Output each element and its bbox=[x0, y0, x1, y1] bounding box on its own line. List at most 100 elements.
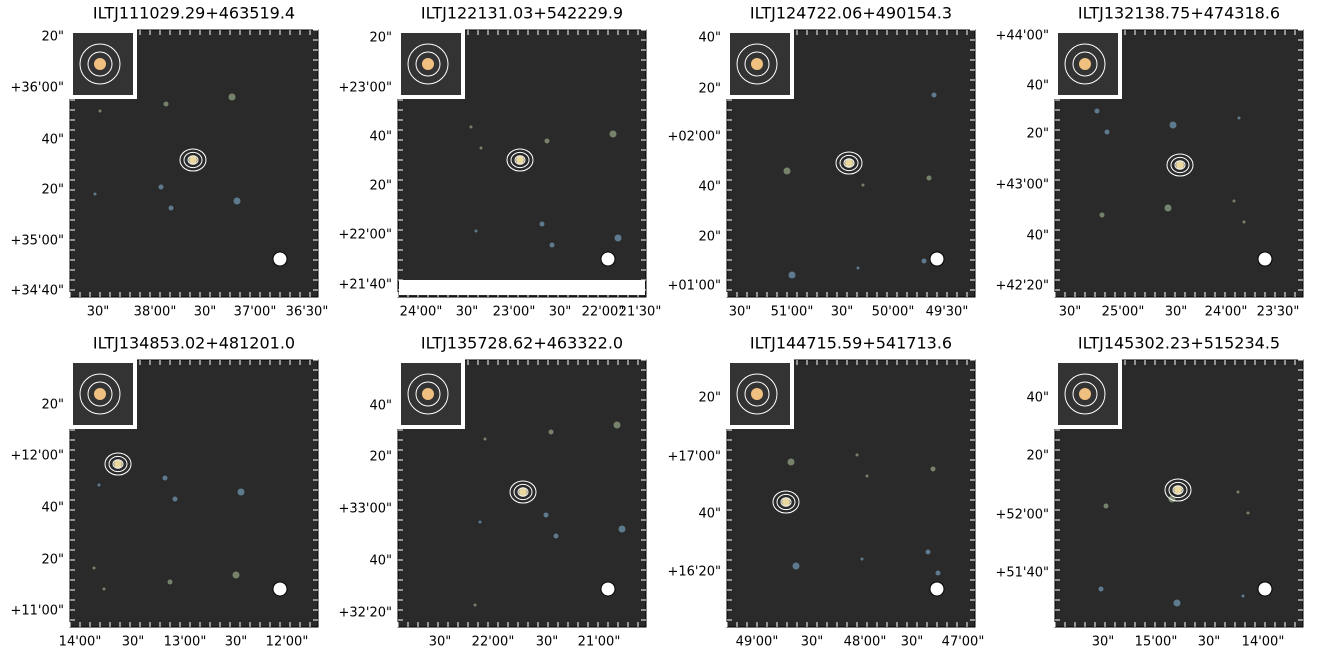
star bbox=[102, 587, 106, 591]
star bbox=[787, 458, 795, 466]
x-tick-label: 30" bbox=[729, 305, 752, 320]
radio-contour bbox=[1174, 160, 1186, 170]
star bbox=[163, 101, 169, 107]
y-tick-label: 40" bbox=[698, 507, 721, 522]
radio-contour bbox=[835, 151, 863, 175]
star bbox=[168, 205, 174, 211]
star bbox=[549, 242, 555, 248]
x-tick-label: 49'00" bbox=[736, 635, 779, 649]
y-tick-label: 20" bbox=[1026, 127, 1049, 142]
x-tick-label: 47'00" bbox=[942, 635, 985, 649]
x-tick-label: 21'00" bbox=[578, 635, 621, 649]
star bbox=[1232, 199, 1236, 203]
star bbox=[1173, 599, 1181, 607]
y-tick-label: 20" bbox=[41, 30, 64, 45]
star bbox=[478, 520, 482, 524]
beam bbox=[929, 581, 945, 597]
star bbox=[926, 175, 932, 181]
star bbox=[1094, 108, 1100, 114]
inset-contour bbox=[736, 373, 778, 415]
y-tick-label: +36'00" bbox=[10, 81, 64, 96]
y-tick-label: 40" bbox=[1026, 391, 1049, 406]
star bbox=[783, 167, 791, 175]
star bbox=[921, 258, 927, 264]
x-tick-label: 30" bbox=[1165, 305, 1188, 320]
y-tick-label: +02'00" bbox=[667, 130, 721, 145]
optical-source bbox=[516, 156, 524, 164]
star bbox=[925, 549, 931, 555]
inset-contour bbox=[415, 381, 441, 407]
y-tick-label: 40" bbox=[369, 399, 392, 414]
star bbox=[237, 488, 245, 496]
beam bbox=[1257, 581, 1273, 597]
star bbox=[473, 603, 477, 607]
x-tick-label: 12'00" bbox=[266, 635, 309, 649]
star bbox=[860, 557, 864, 561]
x-tick-label: 30" bbox=[1198, 635, 1221, 649]
radio-contour bbox=[1168, 481, 1188, 499]
radio-contour bbox=[506, 148, 534, 172]
x-tick-label: 30" bbox=[536, 635, 559, 649]
inset-source bbox=[94, 388, 106, 400]
radio-contour bbox=[514, 155, 526, 165]
x-tick-label: 30" bbox=[801, 635, 824, 649]
star bbox=[1241, 594, 1245, 598]
beam bbox=[272, 251, 288, 267]
x-tick-label: 30" bbox=[194, 305, 217, 320]
y-tick-label: 40" bbox=[698, 31, 721, 46]
inset-contour bbox=[744, 381, 770, 407]
y-tick-label: +42'20" bbox=[995, 279, 1049, 294]
y-tick-label: 20" bbox=[41, 553, 64, 568]
x-tick-label: 14'00" bbox=[1242, 635, 1285, 649]
star bbox=[158, 184, 164, 190]
x-tick-label: 30" bbox=[87, 305, 110, 320]
star bbox=[483, 437, 487, 441]
inset-image bbox=[397, 359, 465, 429]
star bbox=[93, 192, 97, 196]
x-tick-label: 30" bbox=[1059, 305, 1082, 320]
x-tick-label: 30" bbox=[831, 305, 854, 320]
x-tick-label: 30" bbox=[549, 305, 572, 320]
star bbox=[1236, 490, 1240, 494]
inset-contour bbox=[407, 373, 449, 415]
optical-source bbox=[782, 498, 790, 506]
star bbox=[1099, 212, 1105, 218]
panel-title: ILTJ124722.06+490154.3 bbox=[750, 4, 952, 23]
radio-contour bbox=[112, 459, 124, 469]
star bbox=[539, 221, 545, 227]
x-tick-label: 13'00" bbox=[164, 635, 207, 649]
y-tick-label: 20" bbox=[698, 230, 721, 245]
star bbox=[544, 138, 550, 144]
star bbox=[792, 562, 800, 570]
panel-title: ILTJ135728.62+463322.0 bbox=[421, 334, 623, 353]
y-tick-label: 20" bbox=[369, 179, 392, 194]
panel-title: ILTJ145302.23+515234.5 bbox=[1078, 334, 1280, 353]
radio-contour bbox=[187, 155, 199, 165]
y-tick-label: +52'00" bbox=[995, 508, 1049, 523]
star bbox=[172, 496, 178, 502]
inset-contour bbox=[79, 43, 121, 85]
y-tick-label: 20" bbox=[369, 450, 392, 465]
inset-contour bbox=[407, 43, 449, 85]
star bbox=[98, 109, 102, 113]
y-tick-label: 40" bbox=[41, 133, 64, 148]
radio-contour bbox=[104, 452, 132, 476]
x-tick-label: 50'00" bbox=[872, 305, 915, 320]
star bbox=[614, 234, 622, 242]
star bbox=[1098, 586, 1104, 592]
beam bbox=[929, 251, 945, 267]
y-tick-label: +21'40" bbox=[338, 278, 392, 293]
optical-source bbox=[1174, 486, 1182, 494]
x-tick-label: 24'00" bbox=[400, 305, 443, 320]
optical-source bbox=[1176, 161, 1184, 169]
star bbox=[162, 475, 168, 481]
x-tick-label: 23'00" bbox=[493, 305, 536, 320]
inset-contour bbox=[1072, 381, 1098, 407]
inset-image bbox=[726, 359, 794, 429]
radio-contour bbox=[772, 490, 800, 514]
y-tick-label: +22'00" bbox=[338, 228, 392, 243]
star bbox=[232, 571, 240, 579]
radio-contour bbox=[1170, 156, 1190, 174]
x-tick-label: 30" bbox=[225, 635, 248, 649]
